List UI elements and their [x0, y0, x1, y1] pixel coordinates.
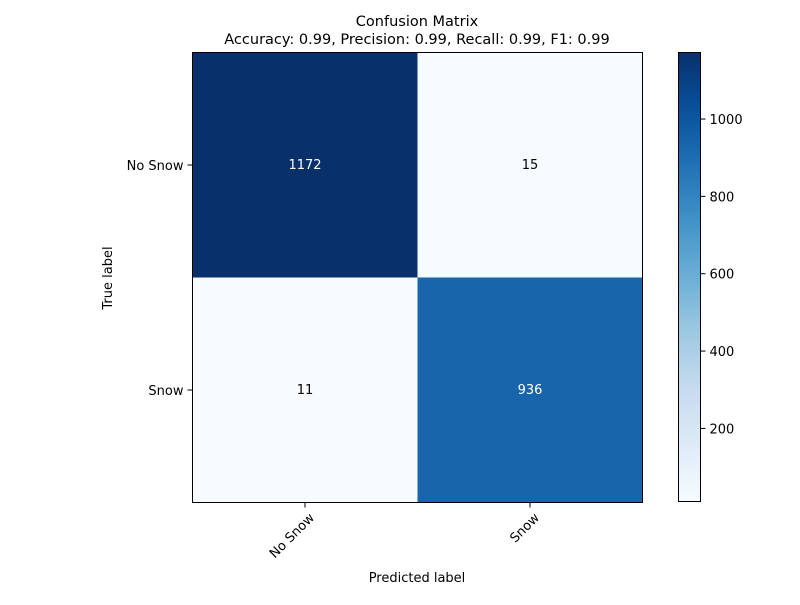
- heatmap-cells: [192, 52, 643, 503]
- colorbar-ticks: 200 400 600 800 1000: [700, 113, 743, 437]
- colorbar-tick-label: 800: [710, 190, 735, 205]
- x-tick-label: No Snow: [267, 510, 318, 561]
- x-axis-label: Predicted label: [369, 571, 466, 586]
- cell-value-label: 1172: [288, 158, 321, 173]
- colorbar-tick-label: 200: [710, 422, 735, 437]
- x-axis-ticks: No Snow Snow: [267, 502, 543, 562]
- cell-value-label: 936: [518, 383, 543, 398]
- heatmap-cell: [192, 52, 418, 278]
- heatmap-cell: [417, 52, 643, 278]
- heatmap-cell: [417, 277, 643, 503]
- y-axis-label: True label: [101, 246, 116, 310]
- colorbar-tick-label: 1000: [710, 113, 743, 128]
- heatmap-cell: [192, 277, 418, 503]
- y-tick-label: No Snow: [127, 159, 184, 174]
- cell-value-label: 11: [297, 383, 314, 398]
- y-axis-ticks: No Snow Snow: [127, 159, 193, 399]
- chart-title: Confusion Matrix: [356, 14, 479, 30]
- colorbar-tick-label: 600: [710, 268, 735, 283]
- x-tick-label: Snow: [507, 510, 543, 546]
- y-tick-label: Snow: [148, 384, 183, 399]
- colorbar: [678, 52, 701, 502]
- cell-value-label: 15: [522, 158, 539, 173]
- heatmap-cell-labels: 1172 15 11 936: [288, 158, 542, 398]
- colorbar-tick-label: 400: [710, 345, 735, 360]
- plot-frame: [192, 52, 643, 503]
- chart-subtitle: Accuracy: 0.99, Precision: 0.99, Recall:…: [224, 32, 609, 48]
